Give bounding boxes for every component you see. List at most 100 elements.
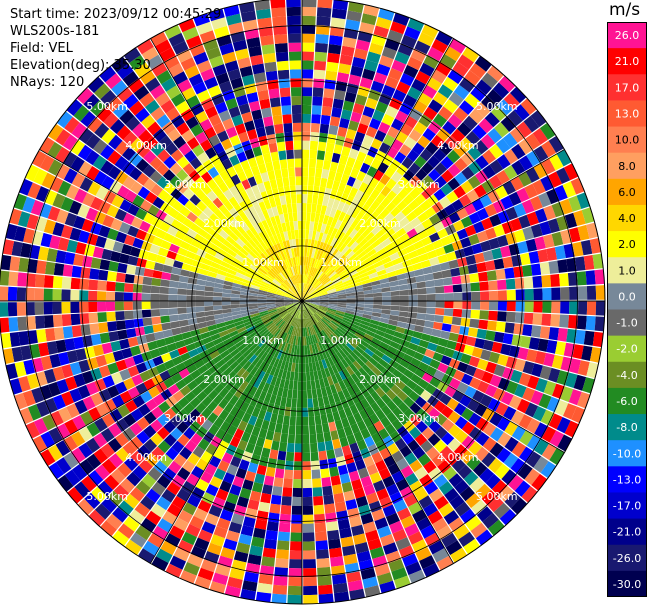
velocity-cell [485, 260, 496, 271]
velocity-cell [480, 240, 492, 252]
velocity-cell [533, 145, 549, 162]
velocity-cell [303, 576, 317, 587]
velocity-cell [208, 423, 220, 436]
velocity-cell [344, 406, 353, 418]
velocity-cell [412, 205, 425, 217]
velocity-cell [309, 316, 315, 326]
velocity-cell [461, 407, 474, 421]
velocity-cell [468, 412, 482, 426]
velocity-cell [100, 160, 114, 175]
velocity-cell [320, 387, 328, 397]
velocity-cell [396, 390, 408, 402]
velocity-cell [92, 155, 107, 170]
velocity-cell [224, 252, 235, 261]
velocity-cell [242, 19, 258, 31]
velocity-cell [311, 258, 316, 268]
velocity-cell [216, 322, 226, 329]
velocity-cell [345, 396, 355, 407]
velocity-cell [108, 261, 119, 272]
velocity-cell [262, 209, 270, 220]
velocity-cell [162, 510, 178, 525]
velocity-cell [518, 155, 533, 171]
velocity-cell [493, 502, 510, 519]
velocity-cell [295, 336, 299, 346]
velocity-cell [322, 253, 329, 263]
velocity-cell [265, 364, 273, 375]
velocity-cell [404, 523, 420, 537]
velocity-cell [100, 520, 117, 537]
velocity-cell [57, 180, 72, 196]
velocity-cell [428, 407, 441, 420]
velocity-cell [338, 243, 347, 253]
velocity-cell [441, 323, 452, 332]
velocity-cell [422, 414, 435, 427]
velocity-cell [472, 124, 487, 140]
velocity-cell [473, 184, 487, 198]
velocity-cell [275, 319, 284, 327]
velocity-cell [354, 542, 369, 554]
velocity-cell [476, 207, 489, 221]
velocity-cell [302, 194, 308, 204]
velocity-cell [475, 529, 493, 546]
velocity-cell [405, 271, 416, 279]
velocity-cell [75, 348, 87, 361]
velocity-cell [204, 341, 215, 350]
velocity-cell [346, 295, 356, 299]
velocity-cell [496, 416, 511, 432]
velocity-cell [157, 149, 171, 163]
velocity-cell [200, 97, 215, 111]
velocity-cell [464, 70, 481, 86]
velocity-cell [392, 89, 407, 103]
velocity-cell [328, 44, 342, 55]
velocity-cell [117, 404, 131, 418]
velocity-cell [310, 298, 320, 300]
velocity-cell [316, 433, 325, 443]
velocity-cell [142, 317, 153, 327]
velocity-cell [520, 98, 537, 115]
velocity-cell [241, 179, 251, 190]
velocity-cell [176, 156, 190, 169]
velocity-cell [317, 369, 323, 380]
velocity-cell [554, 185, 568, 201]
velocity-cell [518, 214, 531, 229]
velocity-cell [319, 298, 329, 300]
velocity-cell [223, 189, 234, 201]
velocity-cell [408, 199, 420, 211]
velocity-cell [56, 457, 72, 474]
velocity-cell [224, 276, 235, 283]
velocity-cell [321, 233, 328, 243]
velocity-cell [129, 509, 145, 525]
velocity-cell [163, 433, 177, 447]
velocity-cell [425, 365, 437, 377]
velocity-cell [403, 64, 419, 79]
velocity-cell [410, 256, 421, 265]
velocity-cell [550, 274, 560, 287]
velocity-cell [418, 114, 433, 128]
velocity-cell [58, 352, 70, 366]
velocity-cell [556, 167, 571, 184]
velocity-cell [439, 330, 451, 340]
velocity-cell [34, 288, 44, 301]
velocity-cell [294, 443, 302, 453]
velocity-cell [441, 432, 455, 446]
velocity-cell [460, 508, 476, 524]
velocity-cell [417, 294, 427, 301]
velocity-cell [297, 381, 302, 391]
velocity-cell [289, 185, 296, 195]
velocity-cell [186, 295, 196, 301]
velocity-cell [551, 287, 561, 300]
velocity-cell [470, 522, 488, 539]
velocity-cell [287, 267, 293, 277]
velocity-cell [312, 487, 323, 497]
velocity-cell [292, 113, 302, 123]
velocity-cell [204, 286, 214, 292]
velocity-cell [114, 208, 127, 222]
velocity-cell [420, 440, 434, 453]
velocity-cell [362, 314, 372, 320]
velocity-cell [291, 104, 302, 115]
velocity-cell [346, 385, 356, 397]
velocity-cell [408, 301, 418, 307]
velocity-cell [380, 197, 391, 208]
velocity-cell [208, 266, 219, 274]
velocity-cell [218, 181, 229, 193]
